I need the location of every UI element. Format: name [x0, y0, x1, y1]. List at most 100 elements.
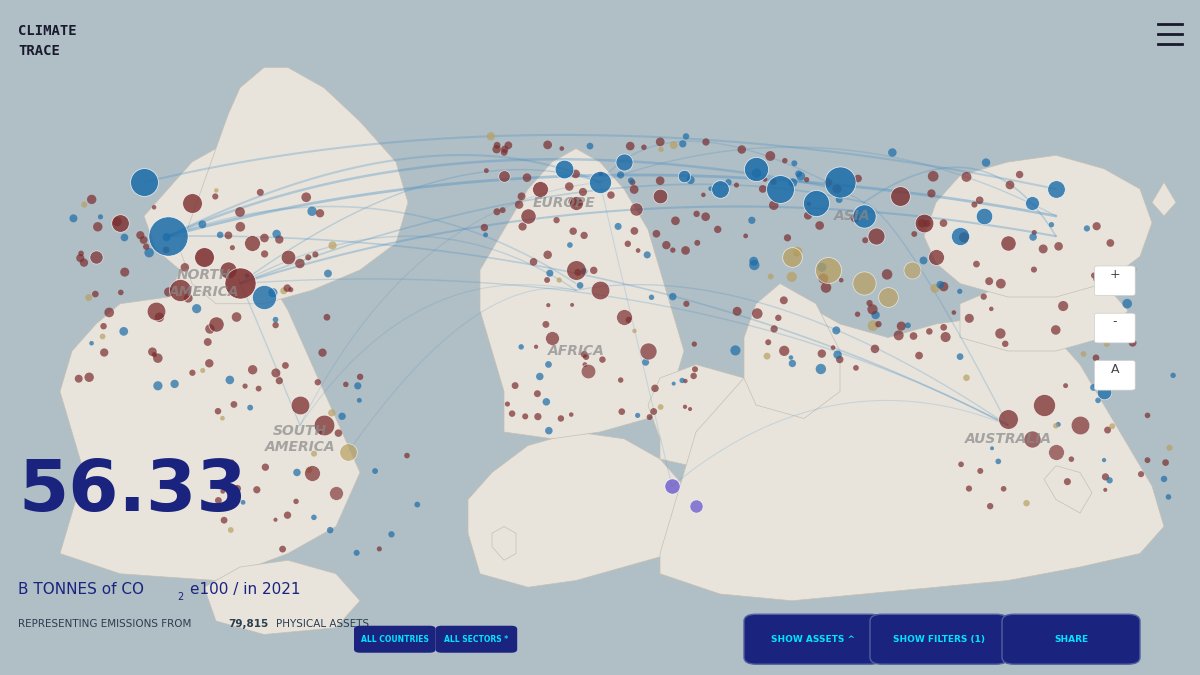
- Point: [680, 404, 700, 414]
- Point: [234, 497, 253, 508]
- Point: [677, 298, 696, 309]
- Point: [818, 265, 838, 275]
- Point: [614, 312, 634, 323]
- Point: [904, 331, 923, 342]
- Point: [1074, 348, 1093, 359]
- Point: [230, 207, 250, 217]
- Point: [499, 140, 518, 151]
- Point: [206, 319, 226, 329]
- Point: [305, 448, 324, 459]
- Point: [994, 483, 1013, 494]
- Point: [70, 373, 89, 384]
- Text: NORTH
AMERICA: NORTH AMERICA: [169, 269, 239, 298]
- Point: [1046, 447, 1066, 458]
- Point: [756, 174, 775, 185]
- Point: [719, 177, 738, 188]
- Point: [317, 312, 336, 323]
- Point: [788, 246, 808, 256]
- Point: [1042, 219, 1061, 230]
- Point: [1086, 352, 1105, 363]
- Point: [566, 169, 586, 180]
- Point: [476, 230, 496, 240]
- Point: [247, 485, 266, 495]
- Point: [764, 200, 784, 211]
- Text: e100 / in 2021: e100 / in 2021: [190, 583, 300, 597]
- Point: [620, 140, 640, 151]
- Point: [584, 265, 604, 276]
- Point: [1024, 232, 1043, 242]
- Point: [863, 304, 882, 315]
- Polygon shape: [960, 270, 1128, 351]
- FancyBboxPatch shape: [436, 626, 517, 653]
- Point: [494, 170, 514, 181]
- Point: [539, 425, 558, 436]
- Point: [408, 500, 427, 510]
- Point: [628, 410, 647, 421]
- Point: [746, 163, 766, 174]
- Point: [268, 229, 287, 240]
- Point: [206, 185, 226, 196]
- Point: [536, 396, 556, 407]
- Point: [71, 252, 90, 263]
- Point: [194, 251, 214, 262]
- Point: [754, 184, 773, 194]
- Point: [193, 365, 212, 376]
- Point: [493, 205, 512, 215]
- Text: REPRESENTING EMISSIONS FROM: REPRESENTING EMISSIONS FROM: [18, 619, 191, 629]
- Point: [769, 313, 788, 323]
- Point: [878, 292, 898, 302]
- Point: [650, 190, 670, 201]
- Point: [256, 462, 275, 472]
- Point: [326, 487, 346, 498]
- Point: [622, 175, 641, 186]
- Point: [223, 242, 242, 253]
- Point: [254, 292, 274, 302]
- Point: [563, 196, 582, 207]
- Point: [866, 310, 886, 321]
- Point: [652, 402, 671, 412]
- Point: [139, 247, 158, 258]
- Point: [158, 231, 178, 242]
- Point: [209, 406, 228, 416]
- Point: [205, 191, 224, 202]
- Point: [576, 352, 595, 362]
- Point: [662, 481, 682, 491]
- Point: [619, 315, 638, 325]
- Point: [797, 174, 816, 185]
- FancyBboxPatch shape: [870, 614, 1008, 664]
- Text: PHYSICAL ASSETS: PHYSICAL ASSETS: [276, 619, 370, 629]
- Point: [538, 249, 557, 260]
- Point: [736, 231, 755, 242]
- Point: [956, 373, 976, 383]
- Point: [1025, 227, 1044, 238]
- Point: [910, 350, 929, 361]
- Point: [611, 169, 630, 180]
- Point: [954, 232, 973, 243]
- Point: [311, 208, 330, 219]
- Point: [788, 246, 808, 257]
- Point: [623, 177, 642, 188]
- Point: [727, 180, 746, 190]
- Point: [970, 195, 989, 206]
- Point: [640, 412, 659, 423]
- Point: [811, 364, 830, 375]
- Point: [652, 144, 671, 155]
- Point: [656, 240, 676, 250]
- Point: [235, 381, 254, 392]
- Text: ALL COUNTRIES: ALL COUNTRIES: [361, 634, 428, 644]
- Point: [919, 326, 938, 337]
- Point: [830, 354, 850, 365]
- Point: [883, 147, 902, 158]
- Point: [1022, 197, 1042, 208]
- Point: [1046, 325, 1066, 335]
- Point: [156, 244, 175, 255]
- Point: [828, 349, 847, 360]
- Point: [146, 305, 166, 316]
- Point: [971, 466, 990, 477]
- Point: [996, 338, 1015, 349]
- Point: [95, 347, 114, 358]
- Point: [552, 143, 571, 154]
- Point: [1088, 395, 1108, 406]
- Point: [672, 375, 691, 386]
- Point: [244, 364, 263, 375]
